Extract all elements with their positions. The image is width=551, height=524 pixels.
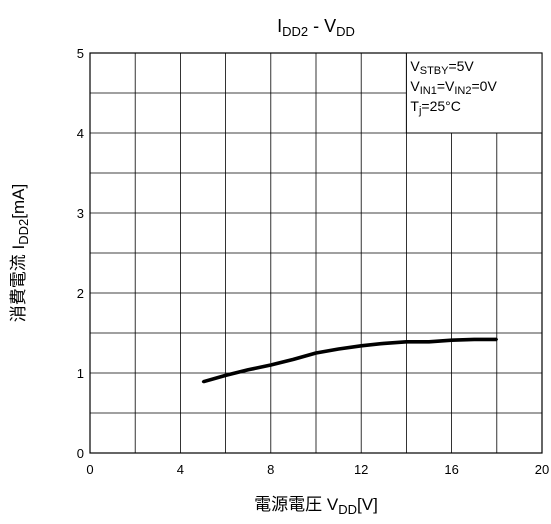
- conditions-box: VSTBY=5V VIN1=VIN2=0V Tj=25°C: [405, 52, 543, 134]
- data-point: [382, 342, 385, 345]
- data-point: [247, 368, 250, 371]
- data-point: [360, 344, 363, 347]
- y-tick-label: 5: [77, 46, 84, 61]
- data-point: [473, 338, 476, 341]
- series-points: [201, 338, 498, 383]
- chart-title: IDD2 - VDD: [277, 16, 355, 39]
- data-point: [450, 339, 453, 342]
- x-tick-label: 4: [177, 462, 184, 477]
- data-point: [314, 351, 318, 355]
- y-axis-ticks: 0 1 2 3 4 5: [77, 46, 84, 461]
- y-tick-label: 4: [77, 126, 84, 141]
- conditions-box-frame: [405, 52, 543, 134]
- data-point: [405, 340, 408, 343]
- data-point: [224, 374, 227, 377]
- x-tick-label: 8: [267, 462, 274, 477]
- data-point: [495, 338, 498, 341]
- data-point: [427, 340, 431, 343]
- series-line-idd2: [202, 337, 497, 384]
- data-point: [292, 358, 295, 361]
- condition-line-tj: Tj=25°C: [410, 98, 460, 117]
- y-tick-label: 1: [77, 366, 84, 381]
- x-tick-label: 0: [86, 462, 93, 477]
- x-axis-label: 電源電圧 VDD[V]: [254, 495, 378, 517]
- y-axis-label: 消費電流 IDD2[mA]: [9, 184, 31, 322]
- y-tick-label: 3: [77, 206, 84, 221]
- x-tick-label: 12: [354, 462, 368, 477]
- data-point: [201, 380, 205, 383]
- y-tick-label: 2: [77, 286, 84, 301]
- data-point: [269, 363, 272, 367]
- condition-line-vin: VIN1=VIN2=0V: [410, 78, 497, 97]
- x-tick-label: 20: [535, 462, 549, 477]
- x-axis-ticks: 0 4 8 12 16 20: [86, 462, 549, 477]
- y-tick-label: 0: [77, 446, 84, 461]
- condition-line-vstby: VSTBY=5V: [410, 58, 474, 77]
- x-tick-label: 16: [444, 462, 458, 477]
- data-point: [337, 347, 340, 351]
